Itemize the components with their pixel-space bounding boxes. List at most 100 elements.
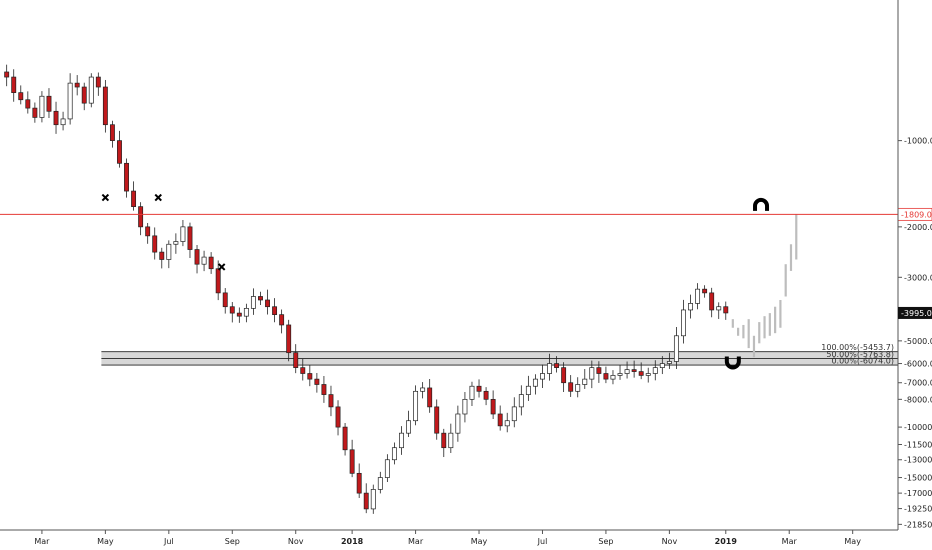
candle-body: [413, 390, 419, 422]
candle-body: [462, 398, 468, 415]
candle: [11, 69, 17, 102]
time-tick-label: Jul: [163, 537, 174, 546]
candle: [681, 299, 686, 344]
candle-body: [716, 306, 722, 311]
candle: [427, 379, 433, 413]
candle: [709, 287, 715, 318]
candle-body: [659, 363, 665, 368]
fib-level-label: 0.00%(-6074.0): [831, 357, 894, 366]
price-tick-label: -8000.0: [904, 395, 932, 404]
candle-body: [11, 76, 17, 93]
candle-body: [250, 296, 256, 309]
price-tick-label: -17000.0: [904, 489, 932, 498]
candle-body: [138, 206, 144, 228]
candle-body: [723, 306, 729, 314]
candle-body: [596, 367, 602, 374]
candle-body: [180, 226, 186, 242]
magnet-marker-icon: [753, 197, 770, 211]
candle: [490, 390, 496, 420]
candle: [131, 181, 137, 211]
candle-body: [187, 226, 193, 250]
time-axis[interactable]: Mar May Jul Sep Nov 2018 Mar May Jul Sep Nov 2019 Ma…: [0, 529, 898, 546]
candle-body: [145, 226, 151, 237]
candle-body: [307, 373, 313, 380]
candle-body: [46, 95, 52, 112]
candle-body: [222, 292, 228, 308]
candle: [265, 289, 270, 315]
candle-body: [236, 312, 242, 317]
candle: [497, 405, 503, 431]
candle-body: [229, 306, 235, 314]
last-price-tag: [898, 306, 932, 319]
time-tick-label: Nov: [288, 537, 304, 546]
time-tick-label: 2018: [341, 537, 364, 546]
price-axis[interactable]: -1000.0 -2000.0 -3000.0 -5000.0 -6000.0 -7000…: [897, 0, 932, 530]
candle-body: [208, 256, 214, 270]
time-tick-label: Mar: [34, 537, 50, 546]
candle-body: [631, 369, 637, 372]
candle: [448, 423, 454, 454]
candle: [673, 326, 679, 370]
candle: [666, 352, 672, 369]
candle: [659, 356, 665, 375]
candle-body: [483, 390, 489, 400]
price-tick-label: -19250.0: [904, 505, 932, 514]
candle-body: [420, 387, 426, 392]
candle: [455, 405, 461, 442]
time-tick-label: May: [97, 537, 114, 546]
candle: [328, 385, 334, 417]
resistance-line[interactable]: -1809.0: [0, 207, 932, 221]
candle-body: [582, 378, 588, 385]
candle-body: [617, 373, 623, 376]
candle: [95, 72, 101, 96]
cross-stroke: [101, 193, 110, 202]
magnet-shape: [724, 356, 741, 370]
candle: [258, 291, 263, 306]
candle-body: [81, 86, 87, 104]
candle: [518, 385, 524, 416]
candle-body: [321, 384, 327, 395]
candle: [18, 85, 24, 105]
candle: [342, 423, 348, 456]
candle-body: [53, 110, 59, 126]
candle-body: [201, 256, 207, 265]
cross-stroke: [217, 263, 226, 271]
candle: [250, 288, 256, 315]
candle: [88, 73, 94, 108]
candle: [46, 88, 52, 118]
candle-body: [391, 447, 397, 461]
fibonacci-retracement-zone[interactable]: 100.00%(-5453.7)50.00%(-5763.8)0.00%(-60…: [101, 343, 898, 366]
candle-body: [67, 82, 73, 120]
price-tick-label: -15000.0: [904, 474, 932, 483]
candle: [321, 376, 327, 403]
candle-body: [589, 367, 595, 380]
candle-body: [525, 385, 531, 395]
price-tick-label: -10000.0: [904, 423, 932, 432]
candle: [293, 344, 299, 374]
candle-body: [384, 459, 390, 478]
candle-body: [518, 394, 524, 408]
candle-body: [25, 99, 31, 109]
candle-body: [166, 243, 172, 260]
candle: [695, 283, 701, 310]
candle-body: [258, 296, 263, 301]
annotation-markers: [101, 193, 770, 370]
candle-body: [688, 303, 693, 311]
candle-body: [673, 335, 679, 362]
time-tick-label: Mar: [408, 537, 424, 546]
candle-body: [441, 432, 447, 449]
candle: [67, 73, 73, 125]
candle-body: [335, 406, 341, 428]
candle: [152, 227, 158, 260]
candle: [624, 361, 630, 379]
candle-body: [603, 373, 609, 380]
candle: [561, 362, 567, 393]
candle-body: [434, 406, 440, 434]
candle-body: [575, 384, 581, 392]
candle: [413, 385, 419, 426]
candle: [547, 353, 552, 381]
candle: [504, 412, 510, 433]
candle-body: [702, 288, 708, 294]
candle: [589, 360, 595, 389]
candle-body: [173, 241, 179, 245]
